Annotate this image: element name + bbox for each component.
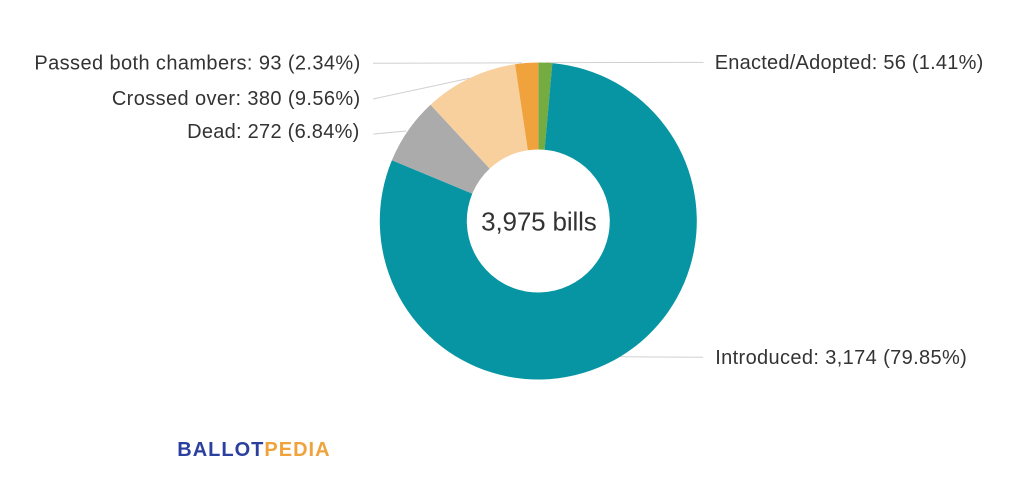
svg-text:3,975 bills: 3,975 bills [481, 206, 597, 236]
svg-text:Enacted/Adopted: 56 (1.41%): Enacted/Adopted: 56 (1.41%) [715, 52, 984, 74]
svg-text:Dead: 272 (6.84%): Dead: 272 (6.84%) [187, 121, 359, 143]
svg-text:BALLOTPEDIA: BALLOTPEDIA [177, 439, 330, 461]
svg-text:Crossed over: 380 (9.56%): Crossed over: 380 (9.56%) [112, 88, 361, 110]
svg-text:Introduced: 3,174 (79.85%): Introduced: 3,174 (79.85%) [715, 347, 967, 369]
svg-text:Passed both chambers: 93 (2.34: Passed both chambers: 93 (2.34%) [34, 52, 360, 74]
